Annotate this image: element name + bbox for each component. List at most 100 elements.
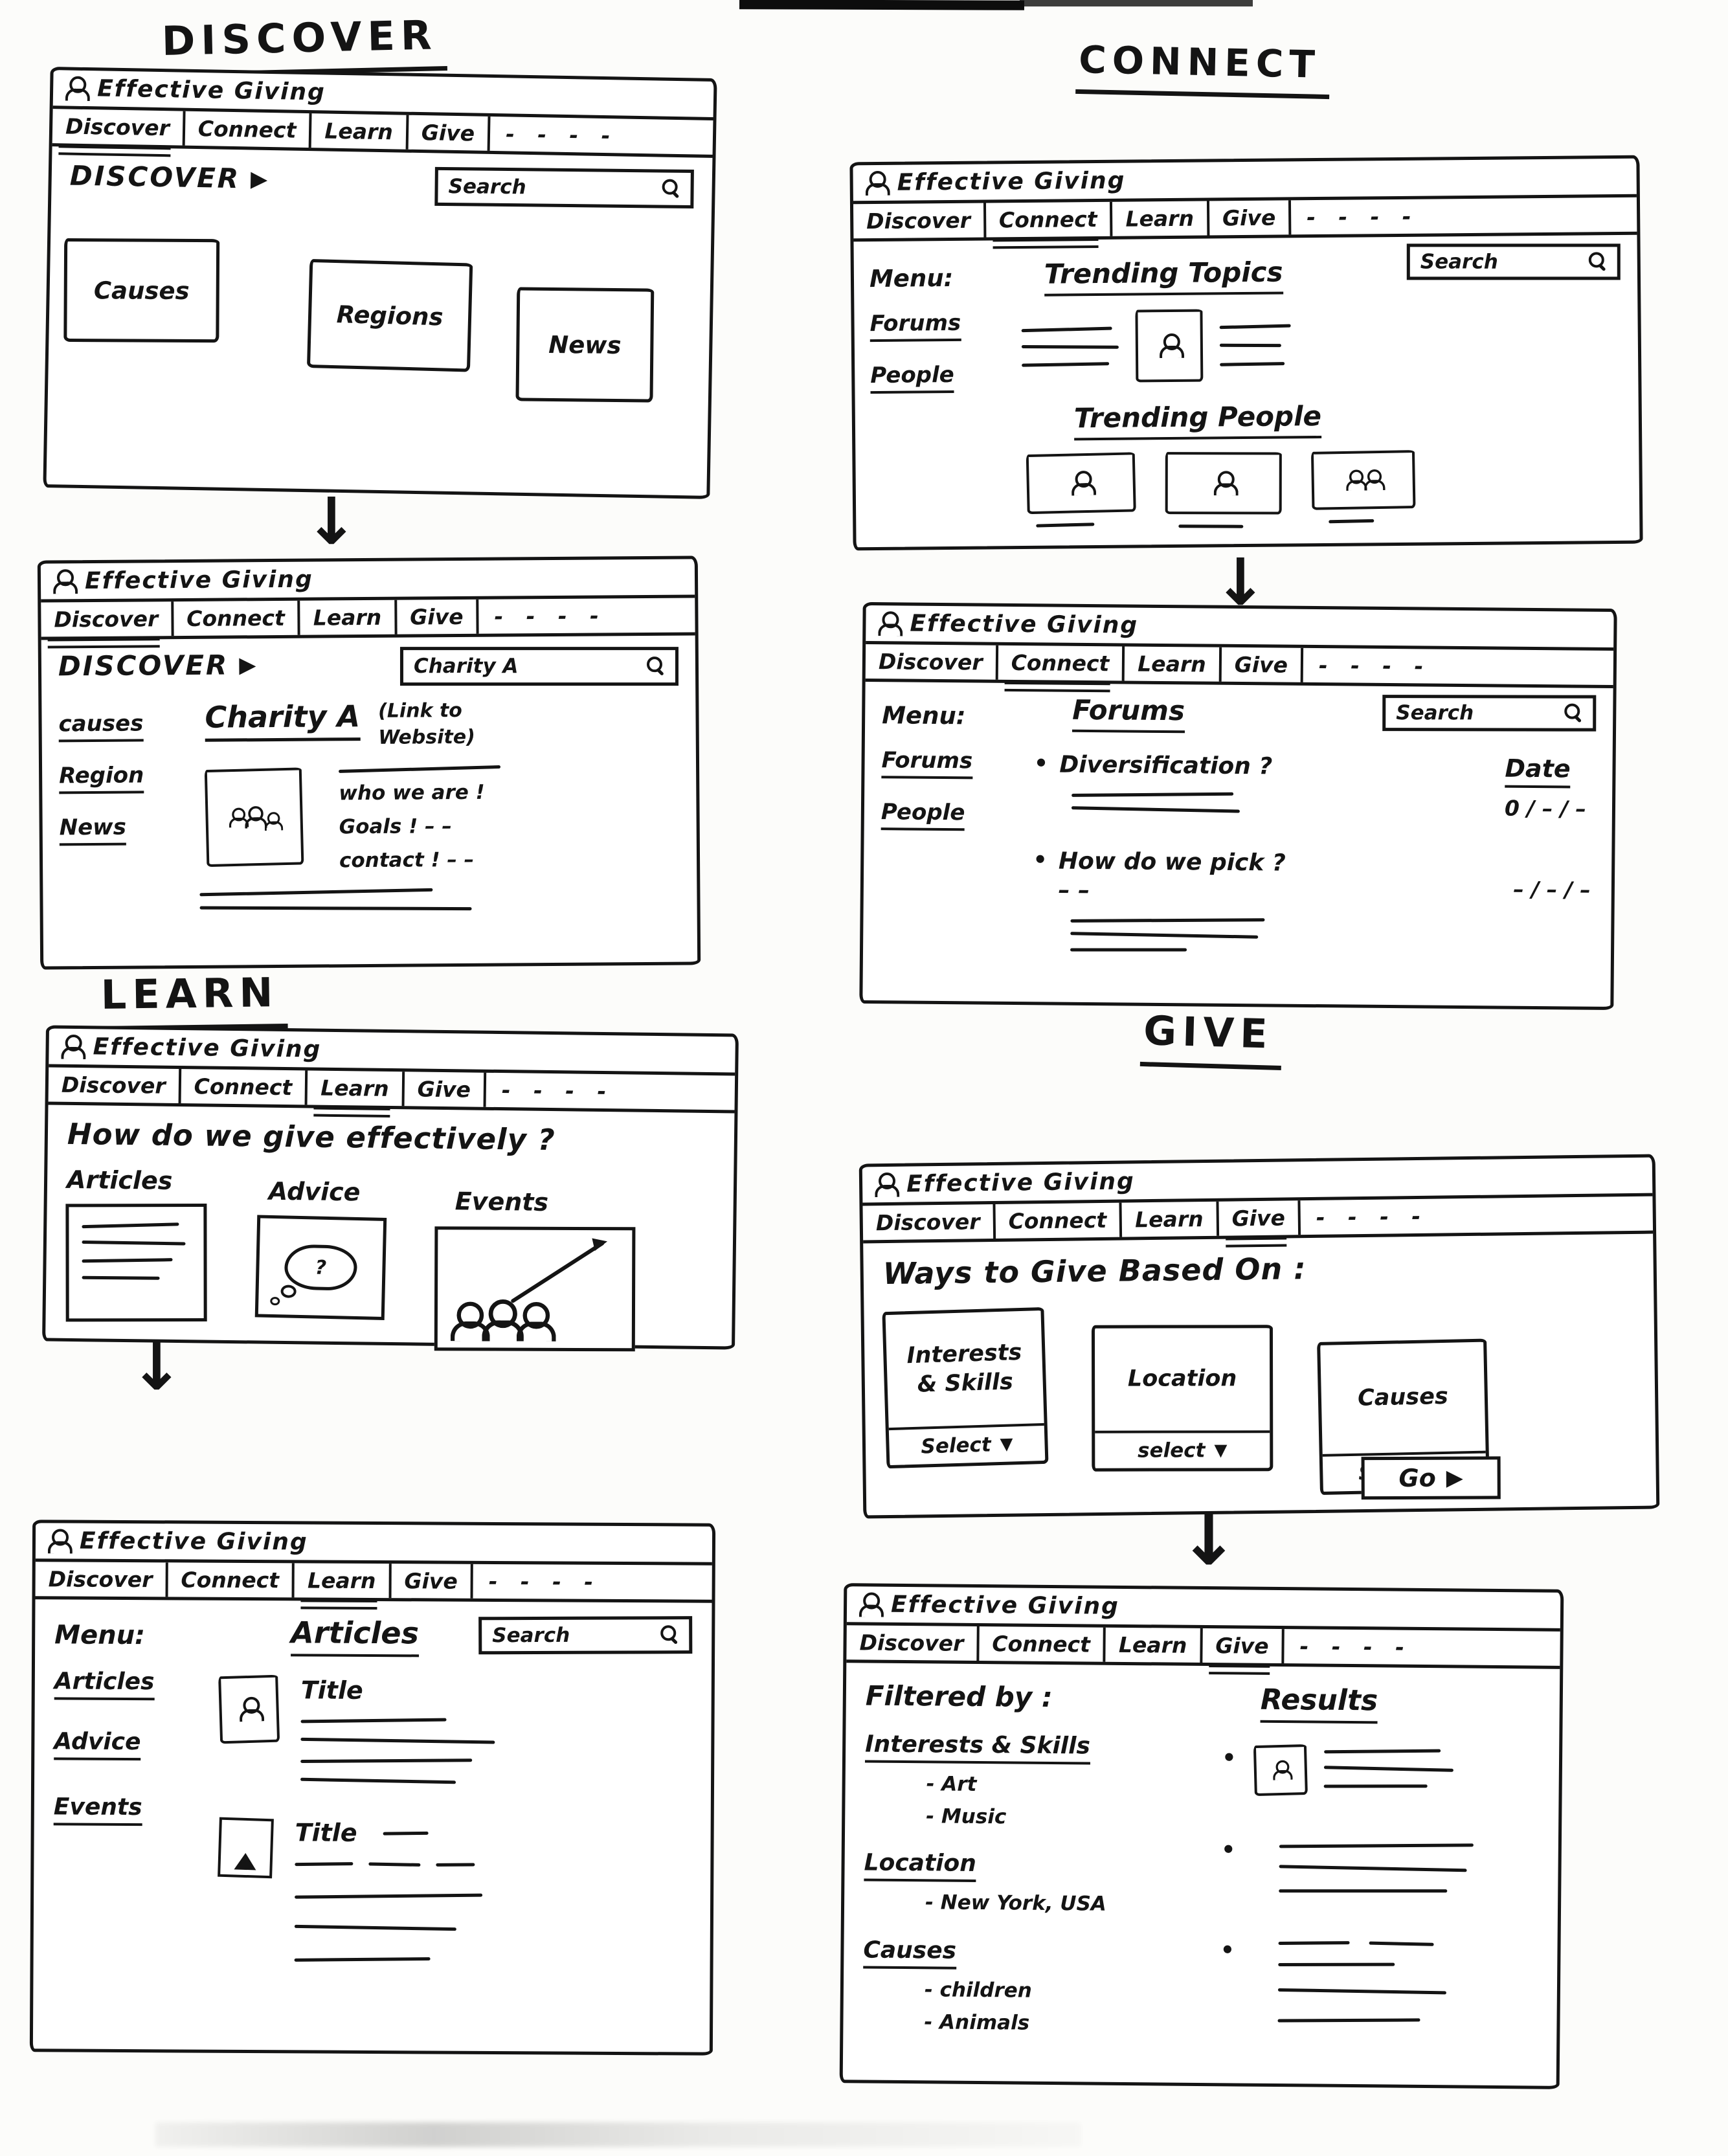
- tile-regions[interactable]: Regions: [306, 259, 473, 372]
- search-input[interactable]: Search: [478, 1616, 693, 1655]
- tab-discover[interactable]: Discover: [862, 1204, 996, 1241]
- tab-learn[interactable]: Learn: [311, 113, 409, 150]
- selector-label: Interests & Skills: [906, 1339, 1022, 1398]
- articles-doc-icon: [65, 1204, 207, 1322]
- tab-learn[interactable]: Learn: [300, 600, 398, 635]
- nav-overflow[interactable]: - - - -: [1318, 653, 1431, 679]
- filter-value[interactable]: - New York, USA: [925, 1891, 1107, 1916]
- category-events[interactable]: Events: [434, 1187, 636, 1353]
- tab-discover[interactable]: Discover: [48, 1067, 181, 1104]
- tab-connect[interactable]: Connect: [174, 600, 300, 636]
- search-magnifier-icon: [1588, 252, 1607, 271]
- result-row[interactable]: •: [1220, 1834, 1539, 1894]
- charity-name-link[interactable]: Charity A: [205, 699, 361, 742]
- search-input[interactable]: Search: [1382, 695, 1597, 732]
- tab-discover[interactable]: Discover: [41, 601, 174, 637]
- tab-discover[interactable]: Discover: [853, 203, 987, 239]
- nav-overflow[interactable]: - - - -: [501, 1077, 614, 1105]
- result-row[interactable]: •: [1219, 1934, 1538, 2023]
- tile-causes[interactable]: Causes: [63, 238, 220, 343]
- category-advice[interactable]: Advice ?: [254, 1176, 387, 1320]
- tab-give[interactable]: Give: [1202, 1628, 1285, 1664]
- nav-overflow[interactable]: - - - -: [1307, 203, 1419, 230]
- forum-thread[interactable]: • Diversification ?: [1033, 747, 1273, 818]
- menu-link-forums[interactable]: Forums: [870, 309, 961, 342]
- tab-learn[interactable]: Learn: [1112, 201, 1210, 236]
- thread-question[interactable]: Diversification ?: [1059, 751, 1273, 780]
- give-selectors-row: Interests & Skills Select ▼ Location sel…: [882, 1301, 1636, 1499]
- person-card[interactable]: [1165, 452, 1282, 529]
- menu-link-forums[interactable]: Forums: [881, 747, 973, 780]
- connect-screen-1-window: Effective Giving Discover Connect Learn …: [849, 155, 1643, 551]
- thread-date-value: 0 / – / –: [1504, 795, 1587, 822]
- person-card[interactable]: [1026, 452, 1136, 530]
- placeholder-line: [199, 906, 472, 911]
- tab-give[interactable]: Give: [408, 115, 491, 151]
- person-card[interactable]: [1310, 450, 1416, 527]
- filter-value[interactable]: - Music: [926, 1804, 1007, 1829]
- menu-link-articles[interactable]: Articles: [54, 1668, 155, 1701]
- filter-value[interactable]: - children: [924, 1978, 1033, 2003]
- tab-give[interactable]: Give: [1209, 200, 1292, 236]
- tab-discover[interactable]: Discover: [35, 1562, 168, 1597]
- result-row[interactable]: •: [1221, 1742, 1540, 1797]
- tab-connect[interactable]: Connect: [995, 1202, 1123, 1239]
- menu-link-people[interactable]: People: [881, 799, 965, 831]
- thread-question[interactable]: How do we pick ? – –: [1058, 848, 1286, 904]
- tab-give[interactable]: Give: [391, 1564, 473, 1599]
- tab-learn[interactable]: Learn: [1121, 1201, 1219, 1237]
- tab-connect[interactable]: Connect: [181, 1069, 308, 1105]
- tab-discover[interactable]: Discover: [846, 1625, 980, 1661]
- filter-group-name[interactable]: Interests & Skills: [864, 1731, 1091, 1765]
- article-title[interactable]: Title: [300, 1676, 363, 1705]
- go-button-label: Go: [1398, 1463, 1436, 1492]
- tab-learn[interactable]: Learn: [1125, 646, 1222, 682]
- tab-connect[interactable]: Connect: [979, 1626, 1106, 1662]
- menu-link-events[interactable]: Events: [53, 1793, 142, 1826]
- tab-give[interactable]: Give: [1218, 1200, 1301, 1236]
- select-dropdown[interactable]: Select ▼: [888, 1422, 1046, 1466]
- tab-give[interactable]: Give: [1221, 647, 1304, 682]
- tab-connect[interactable]: Connect: [168, 1562, 295, 1598]
- article-row[interactable]: Title: [218, 1817, 691, 1963]
- menu-link-people[interactable]: People: [870, 361, 955, 394]
- nav-overflow[interactable]: - - - -: [494, 603, 607, 629]
- tab-connect[interactable]: Connect: [985, 201, 1113, 238]
- filter-value[interactable]: - Animals: [924, 2010, 1030, 2035]
- search-input[interactable]: Search: [434, 166, 694, 209]
- nav-overflow[interactable]: - - - -: [1299, 1634, 1413, 1660]
- forum-thread[interactable]: • How do we pick ? – –: [1031, 844, 1292, 952]
- sidebar-link-causes[interactable]: causes: [58, 710, 144, 743]
- tab-learn[interactable]: Learn: [307, 1070, 405, 1106]
- nav-overflow[interactable]: - - - -: [1316, 1203, 1429, 1230]
- tab-learn[interactable]: Learn: [294, 1563, 392, 1599]
- filtered-by-label: Filtered by :: [865, 1679, 1053, 1713]
- tab-discover[interactable]: Discover: [865, 644, 998, 680]
- article-row[interactable]: Title: [218, 1674, 692, 1784]
- select-dropdown[interactable]: select ▼: [1095, 1430, 1270, 1468]
- article-thumbnail-placeholder: [218, 1674, 280, 1744]
- tab-discover[interactable]: Discover: [52, 109, 186, 146]
- search-input[interactable]: Charity A: [399, 647, 679, 686]
- tab-give[interactable]: Give: [404, 1072, 487, 1107]
- menu-link-advice[interactable]: Advice: [54, 1728, 141, 1761]
- go-button[interactable]: Go ▶: [1361, 1456, 1501, 1500]
- article-title[interactable]: Title: [295, 1818, 357, 1847]
- tab-give[interactable]: Give: [397, 599, 479, 634]
- placeholder-line: [1071, 806, 1240, 813]
- search-input[interactable]: Search: [1406, 243, 1621, 280]
- filter-value[interactable]: - Art: [926, 1772, 977, 1796]
- nav-overflow[interactable]: - - - -: [505, 121, 618, 149]
- filter-group-name[interactable]: Location: [864, 1849, 977, 1882]
- trending-topic-row[interactable]: [1021, 306, 1622, 383]
- category-articles[interactable]: Articles: [65, 1165, 208, 1323]
- nav-overflow[interactable]: - - - -: [488, 1568, 601, 1595]
- sidebar-link-region[interactable]: Region: [58, 762, 144, 794]
- tab-connect[interactable]: Connect: [185, 111, 312, 148]
- sidebar-link-news[interactable]: News: [59, 814, 127, 846]
- tile-news[interactable]: News: [515, 287, 655, 403]
- tab-connect[interactable]: Connect: [998, 645, 1125, 681]
- bullet-icon: •: [1033, 747, 1049, 780]
- filter-group-name[interactable]: Causes: [863, 1937, 957, 1970]
- tab-learn[interactable]: Learn: [1105, 1627, 1203, 1663]
